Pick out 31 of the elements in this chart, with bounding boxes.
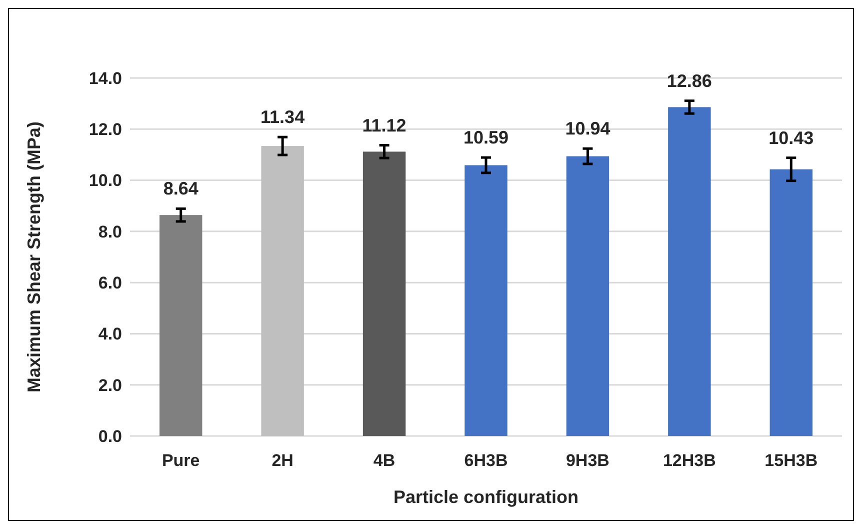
bar [668,107,711,436]
data-label: 10.59 [463,128,509,148]
x-tick-label: 15H3B [764,451,818,470]
y-tick-label: 8.0 [98,222,122,242]
data-label: 11.34 [260,107,305,128]
y-tick-label: 4.0 [98,324,122,344]
y-axis-title: Maximum Shear Strength (MPa) [24,121,44,393]
data-label: 11.12 [362,115,406,136]
x-tick-label: 12H3B [662,451,716,470]
bar [770,169,813,436]
bar [464,165,508,436]
y-tick-label: 2.0 [98,376,122,395]
y-tick-label: 6.0 [98,274,122,293]
y-tick-label: 12.0 [88,120,122,140]
bar [261,146,304,436]
bar [362,152,406,436]
y-tick-label: 14.0 [88,68,122,88]
x-tick-label: 2H [272,451,294,470]
y-tick-label: 10.0 [88,171,122,190]
y-tick-label: 0.0 [98,426,122,446]
x-tick-label: Pure [162,451,200,470]
x-tick-label: 9H3B [566,451,610,470]
data-label: 8.64 [163,178,198,199]
x-tick-label: 6H3B [464,451,508,470]
data-label: 10.43 [768,128,814,148]
bar [566,156,610,436]
data-label: 12.86 [666,70,712,91]
bar [159,215,202,436]
x-tick-label: 4B [373,451,396,470]
x-axis-title: Particle configuration [393,487,579,507]
data-label: 10.94 [565,118,610,139]
